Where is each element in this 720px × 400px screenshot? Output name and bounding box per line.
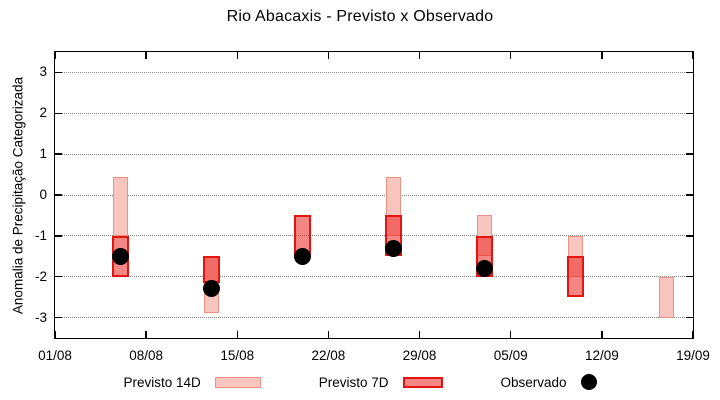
x-tick-mark-top	[145, 52, 147, 59]
x-tick-label: 12/09	[584, 348, 619, 363]
y-tick-mark-right	[686, 153, 693, 155]
y-tick-mark-right	[686, 235, 693, 237]
y-tick-label: 2	[39, 105, 47, 121]
x-tick-label: 08/08	[129, 348, 164, 363]
y-gridline	[55, 276, 693, 278]
y-tick-label: -2	[34, 268, 47, 284]
y-tick-mark-right	[686, 194, 693, 196]
observado-dot	[385, 239, 403, 257]
observado-dot	[476, 260, 494, 278]
legend-item-previsto-14d: Previsto 14D	[123, 374, 261, 390]
chart-title: Rio Abacaxis - Previsto x Observado	[226, 8, 494, 25]
y-tick-label: -3	[34, 309, 47, 325]
observado-dot	[202, 280, 220, 298]
x-tick-mark-bottom	[236, 331, 239, 338]
y-gridline	[55, 194, 693, 196]
x-tick-mark-top	[418, 52, 421, 59]
y-tick-label: 3	[39, 64, 47, 80]
previsto-7d-swatch-icon	[402, 376, 443, 388]
y-tick-mark-right	[686, 112, 693, 115]
legend-item-observado: Observado	[501, 374, 597, 390]
observado-dot-icon	[580, 374, 597, 390]
legend-previsto-7d-label: Previsto 7D	[318, 374, 389, 390]
x-tick-label: 05/09	[493, 348, 528, 363]
y-tick-label: 0	[39, 187, 47, 202]
x-tick-label: 22/08	[311, 348, 346, 363]
legend-observado-label: Observado	[500, 374, 567, 390]
y-gridline	[55, 112, 693, 114]
x-tick-mark-top	[327, 52, 330, 59]
x-tick-label: 19/09	[676, 348, 710, 363]
observado-dot	[111, 247, 129, 265]
x-tick-mark-top	[692, 52, 694, 59]
y-tick-label: 1	[39, 146, 47, 162]
x-tick-label: 29/08	[402, 348, 437, 363]
y-tick-mark-right	[686, 316, 693, 319]
y-gridline	[55, 153, 693, 155]
y-tick-mark-left	[55, 194, 62, 196]
x-tick-mark-top	[236, 52, 239, 59]
x-tick-mark-bottom	[54, 331, 56, 338]
y-gridline	[55, 235, 693, 237]
previsto-7d-bar	[567, 256, 585, 298]
x-tick-mark-bottom	[418, 331, 421, 338]
legend-item-previsto-7d: Previsto 7D	[319, 375, 443, 390]
legend-previsto-14d-label: Previsto 14D	[123, 374, 201, 390]
legend: Previsto 14D Previsto 7D Observado	[0, 374, 720, 390]
previsto-7d-bar	[202, 256, 220, 283]
y-gridline	[55, 71, 693, 73]
y-tick-mark-left	[55, 71, 62, 74]
y-tick-mark-left	[55, 316, 62, 319]
x-tick-mark-bottom	[145, 331, 147, 338]
y-tick-label: -1	[34, 227, 47, 243]
y-tick-mark-right	[686, 275, 693, 278]
previsto-14d-swatch-icon	[214, 376, 261, 388]
x-tick-mark-bottom	[327, 331, 330, 338]
observado-dot	[293, 247, 311, 265]
y-tick-mark-left	[55, 275, 62, 278]
x-tick-mark-bottom	[692, 331, 694, 338]
x-tick-mark-top	[509, 52, 512, 59]
y-tick-mark-right	[686, 71, 693, 74]
previsto-14d-bar	[659, 276, 675, 318]
x-tick-mark-top	[54, 52, 56, 59]
previsto-14d-bar	[112, 176, 128, 236]
x-tick-label: 15/08	[220, 348, 255, 363]
x-tick-label: 01/08	[38, 348, 72, 363]
plot-area: 3 2 1 0 -1 -2 -3 01/08 08/08 15/08 22/08 29/08 05/09…	[35, 51, 710, 363]
y-gridline	[55, 317, 693, 319]
y-tick-mark-left	[55, 235, 62, 237]
y-tick-mark-left	[55, 112, 62, 115]
y-tick-mark-left	[55, 153, 62, 155]
x-tick-mark-top	[601, 52, 603, 59]
x-tick-mark-bottom	[509, 331, 512, 338]
x-tick-mark-bottom	[601, 331, 603, 338]
